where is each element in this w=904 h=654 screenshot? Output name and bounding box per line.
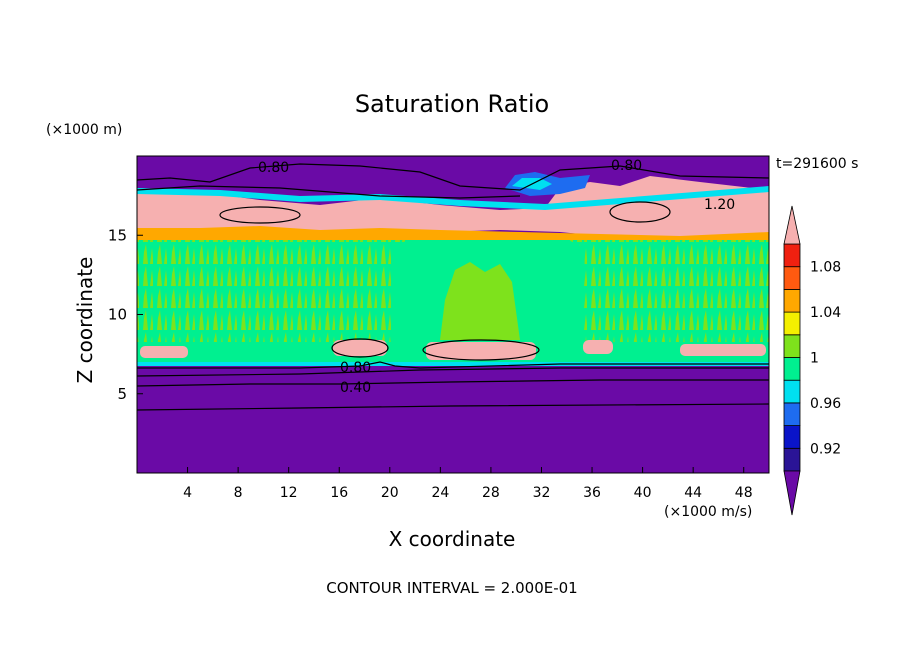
x-tick-label: 8	[234, 485, 243, 501]
colorbar-label: 0.92	[810, 441, 841, 457]
lens-center	[426, 342, 536, 360]
colorbar-segment	[783, 402, 801, 426]
colorbar-segment	[783, 311, 801, 336]
colorbar-segment	[783, 379, 801, 404]
colorbar-segment	[783, 288, 801, 313]
y-tick-label: 15	[108, 226, 127, 244]
contour-interval-footer: CONTOUR INTERVAL = 2.000E-01	[326, 579, 577, 597]
colorbar-segment	[783, 447, 801, 472]
chart-title: Saturation Ratio	[355, 90, 549, 118]
x-tick-label: 24	[431, 485, 449, 501]
y-unit-label: (×1000 m)	[46, 122, 122, 138]
colorbar-label: 0.96	[810, 396, 841, 412]
x-tick-label: 20	[381, 485, 399, 501]
colorbar-segment	[783, 243, 801, 268]
lens-far-right	[680, 344, 766, 356]
x-axis-ticks: 4 8 12 16 20 24 28 32 36 40 44 48	[183, 467, 753, 501]
contour-label: 0.80	[340, 360, 371, 376]
lens-right	[583, 340, 613, 354]
lens-left	[333, 340, 387, 356]
y-tick-label: 10	[108, 306, 127, 324]
colorbar	[783, 205, 801, 516]
plot-area	[137, 156, 769, 473]
contour-label: 1.20	[704, 197, 735, 213]
colorbar-labels: 1.08 1.04 1 0.96 0.92	[810, 260, 841, 458]
band-upper-pink	[137, 176, 769, 240]
x-unit-label: (×1000 m/s)	[664, 504, 752, 520]
time-label: t=291600 s	[776, 156, 858, 172]
y-axis-ticks: 5 10 15	[108, 226, 143, 403]
x-tick-label: 36	[583, 485, 601, 501]
contour-label: 0.80	[611, 158, 642, 174]
lens-far-left	[140, 346, 188, 358]
colorbar-label: 1.08	[810, 260, 841, 276]
contour-label: 0.80	[258, 160, 289, 176]
colorbar-label: 1.04	[810, 305, 841, 321]
colorbar-label: 1	[810, 351, 819, 367]
x-tick-label: 4	[183, 485, 192, 501]
band-upper-orange	[137, 226, 769, 240]
y-axis-label: Z coordinate	[73, 257, 97, 384]
y-tick-label: 5	[117, 385, 127, 403]
x-tick-label: 40	[634, 485, 652, 501]
x-tick-label: 48	[735, 485, 753, 501]
band-base-cyan	[137, 362, 769, 366]
band-upper-edge	[137, 186, 769, 210]
x-tick-label: 32	[533, 485, 551, 501]
colorbar-high-arrow	[783, 205, 801, 245]
x-tick-label: 12	[280, 485, 298, 501]
band-central-green	[440, 262, 520, 340]
colorbar-segment	[783, 334, 801, 358]
colorbar-segment	[783, 357, 801, 381]
x-tick-label: 16	[330, 485, 348, 501]
colorbar-low-arrow	[783, 470, 801, 516]
x-tick-label: 28	[482, 485, 500, 501]
contour-label-group: 0.80 0.80 1.20 0.80 0.40	[258, 158, 735, 396]
colorbar-segment	[783, 425, 801, 449]
colorbar-segment	[783, 266, 801, 290]
x-axis-label: X coordinate	[389, 527, 516, 551]
contour-label: 0.40	[340, 380, 371, 396]
contour-lines	[137, 163, 769, 411]
x-tick-label: 44	[684, 485, 702, 501]
